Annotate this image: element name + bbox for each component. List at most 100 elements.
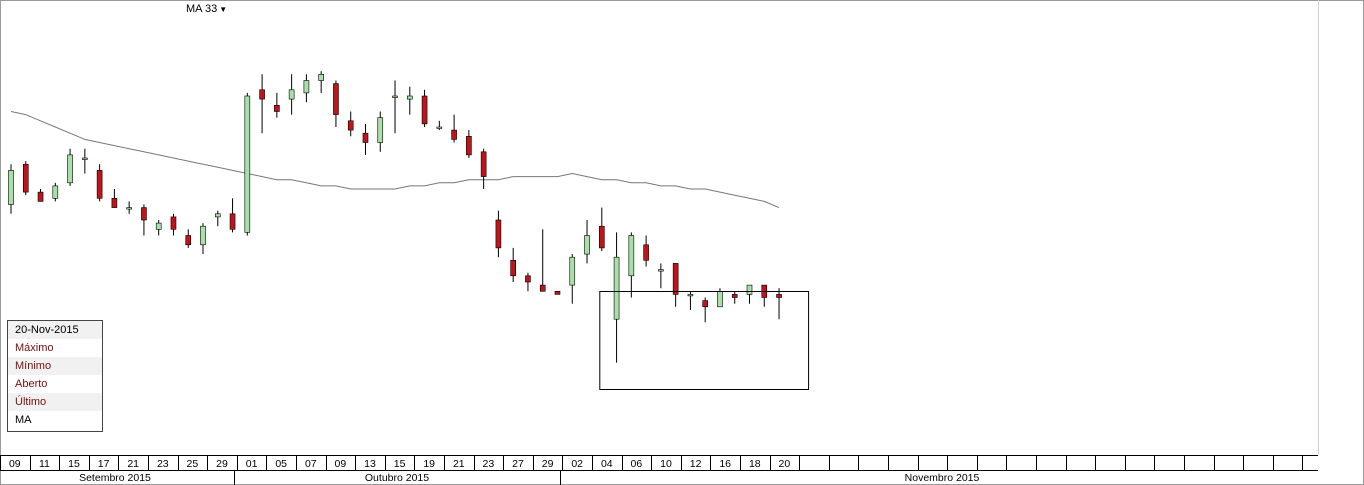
- candle-up: [8, 170, 14, 205]
- x-tick-label: 10: [660, 458, 672, 470]
- x-tick-label: 29: [216, 458, 228, 470]
- x-tick-label: 27: [512, 458, 524, 470]
- candle-down: [274, 105, 280, 112]
- candle-down: [347, 120, 354, 131]
- x-tick-label: 25: [187, 458, 199, 470]
- ma-indicator-label: MA 33: [186, 3, 218, 15]
- chevron-down-icon: ▼: [219, 5, 228, 14]
- x-tick-label: 17: [98, 458, 110, 470]
- candle-down: [37, 191, 44, 202]
- candle-down: [776, 294, 782, 298]
- x-tick-label: 23: [483, 458, 495, 470]
- candle-up: [406, 95, 413, 100]
- candle-up: [214, 213, 221, 218]
- candle-up: [82, 157, 88, 160]
- candle-down: [598, 225, 605, 249]
- candle-down: [170, 216, 177, 230]
- x-tick-label: 19: [423, 458, 435, 470]
- x-tick-label: 05: [275, 458, 287, 470]
- info-label-maximo: Máximo: [15, 342, 54, 354]
- candle-up: [303, 80, 310, 94]
- x-tick-label: 20: [779, 458, 791, 470]
- candle-up: [436, 126, 443, 129]
- x-tick-label: 15: [394, 458, 406, 470]
- candle-down: [554, 290, 561, 295]
- candle-up: [318, 74, 324, 81]
- info-date: 20-Nov-2015: [15, 324, 79, 336]
- candle-up: [717, 290, 723, 308]
- x-tick-label: 29: [542, 458, 554, 470]
- candle-up: [52, 185, 59, 199]
- candle-up: [288, 89, 295, 100]
- candle-down: [495, 219, 502, 249]
- candle-up: [569, 256, 576, 286]
- x-tick-label: 21: [127, 458, 139, 470]
- candle-down: [362, 132, 369, 143]
- candle-down: [185, 235, 192, 246]
- candle-down: [421, 95, 428, 125]
- info-row-maximo: Máximo: [8, 339, 102, 357]
- info-label-ultimo: Último: [15, 396, 47, 408]
- x-tick-label: 04: [601, 458, 613, 470]
- info-date-row: 20-Nov-2015: [8, 321, 102, 339]
- candle-up: [613, 256, 620, 320]
- info-row-ultimo: Último: [8, 393, 102, 411]
- candle-up: [126, 207, 132, 210]
- candle-down: [702, 300, 708, 308]
- candle-down: [466, 136, 472, 156]
- x-tick-label: 07: [305, 458, 317, 470]
- candle-up: [658, 269, 664, 272]
- candle-down: [480, 151, 487, 177]
- candle-down: [141, 207, 147, 221]
- ohlc-info-panel: 20-Nov-2015 Máximo Mínimo Aberto Último …: [7, 320, 103, 432]
- info-label-ma: MA: [15, 414, 32, 426]
- candle-down: [510, 259, 516, 277]
- candle-down: [672, 263, 679, 295]
- month-label: Novembro 2015: [905, 472, 980, 484]
- moving-average-line: [10, 111, 780, 209]
- candle-down: [525, 275, 531, 283]
- month-label: Outubro 2015: [365, 472, 429, 484]
- x-tick-label: 13: [364, 458, 376, 470]
- x-tick-label: 18: [749, 458, 761, 470]
- candle-down: [731, 294, 738, 298]
- candle-down: [539, 284, 546, 292]
- candle-up: [687, 294, 694, 297]
- candle-up: [155, 222, 162, 230]
- x-tick-label: 06: [631, 458, 643, 470]
- x-tick-label: 09: [9, 458, 21, 470]
- month-label: Setembro 2015: [79, 472, 151, 484]
- candle-up: [628, 235, 635, 277]
- selection-box: [599, 291, 810, 390]
- candle-up: [200, 225, 206, 246]
- x-tick-label: 15: [68, 458, 80, 470]
- x-tick-label: 02: [571, 458, 583, 470]
- candle-down: [259, 89, 265, 100]
- candle-up: [746, 284, 753, 295]
- candle-down: [96, 170, 103, 199]
- candle-up: [377, 117, 384, 143]
- info-row-ma: MA: [8, 411, 102, 429]
- info-row-minimo: Mínimo: [8, 357, 102, 375]
- candle-down: [333, 83, 339, 115]
- x-tick-label: 16: [719, 458, 731, 470]
- x-tick-label: 23: [157, 458, 169, 470]
- x-tick-label: 11: [39, 458, 50, 470]
- x-tick-label: 21: [453, 458, 465, 470]
- candle-down: [22, 163, 29, 193]
- info-row-aberto: Aberto: [8, 375, 102, 393]
- info-label-minimo: Mínimo: [15, 360, 52, 372]
- x-tick-label: 01: [246, 458, 258, 470]
- candle-up: [244, 95, 251, 233]
- candle-down: [111, 198, 118, 208]
- x-tick-label: 09: [335, 458, 347, 470]
- ma-indicator-dropdown[interactable]: MA 33 ▼: [186, 3, 227, 15]
- candle-down: [229, 213, 236, 230]
- candle-up: [67, 154, 73, 184]
- info-label-aberto: Aberto: [15, 378, 48, 390]
- candle-up: [392, 95, 398, 98]
- x-tick-label: 12: [690, 458, 702, 470]
- candle-up: [584, 235, 590, 255]
- candle-down: [451, 129, 457, 140]
